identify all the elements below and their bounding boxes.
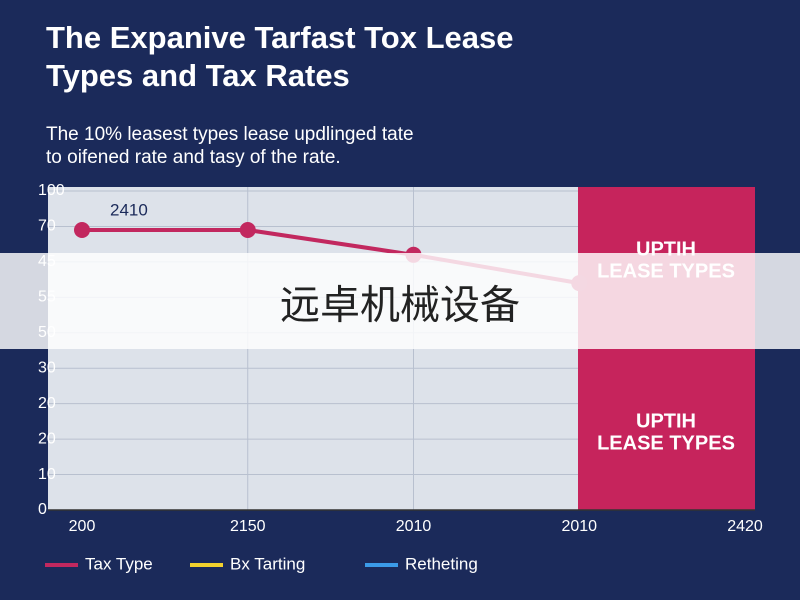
legend-label: Tax Type [85, 554, 153, 573]
x-tick-label: 2150 [230, 518, 266, 535]
annotation: 2410 [110, 200, 148, 219]
x-tick-label: 2010 [561, 518, 597, 535]
y-tick-label: 10 [38, 466, 56, 483]
x-tick-label: 2420 [727, 518, 763, 535]
legend-label: Retheting [405, 554, 478, 573]
subtitle: The 10% leasest types lease updlinged ta… [46, 124, 414, 145]
y-tick-label: 100 [38, 182, 65, 199]
y-tick-label: 30 [38, 359, 56, 376]
y-tick-label: 20 [38, 430, 56, 447]
x-tick-label: 2010 [396, 518, 432, 535]
subtitle: to oifened rate and tasy of the rate. [46, 147, 341, 168]
watermark-band [0, 253, 800, 349]
legend-label: Bx Tarting [230, 554, 305, 573]
y-tick-label: 0 [38, 501, 47, 518]
band-label: UPTIH [636, 410, 696, 432]
watermark: 远卓机械设备 [280, 284, 520, 328]
band-label: LEASE TYPES [597, 432, 735, 454]
chart-title: The Expanive Tarfast Tox Lease [46, 20, 513, 55]
point [239, 221, 256, 238]
chart-title: Types and Tax Rates [46, 58, 350, 93]
point [74, 221, 90, 238]
y-tick-label: 70 [38, 218, 56, 235]
x-tick-label: 200 [69, 518, 96, 535]
y-tick-label: 20 [38, 395, 56, 412]
